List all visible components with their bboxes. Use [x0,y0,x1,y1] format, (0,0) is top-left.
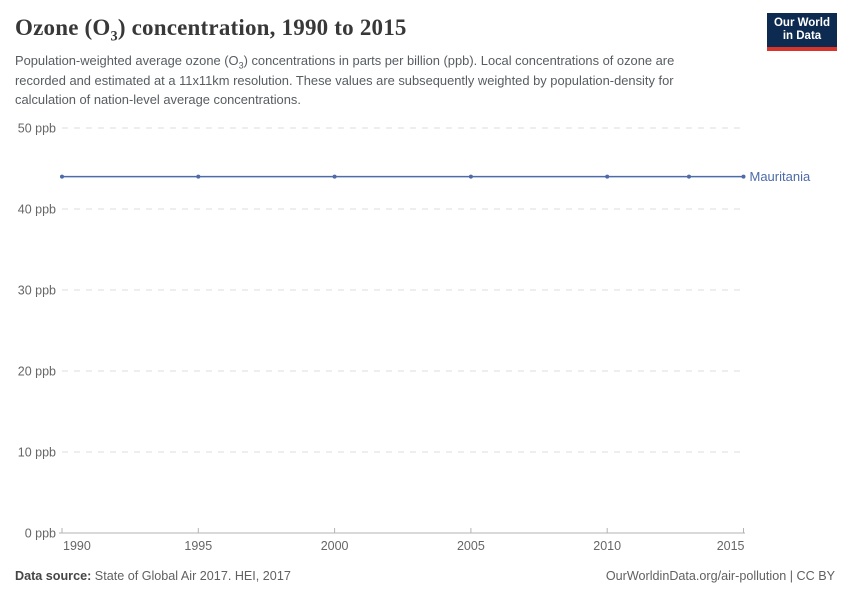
chart-subtitle-subscript: 3 [238,60,244,71]
data-point[interactable] [605,174,610,179]
y-tick-label: 30 ppb [18,284,56,298]
y-tick-label: 40 ppb [18,203,56,217]
data-point[interactable] [332,174,337,179]
y-tick-label: 10 ppb [18,446,56,460]
y-tick-label: 20 ppb [18,365,56,379]
chart-title-subscript: 3 [110,28,118,45]
owid-logo-line2: in Data [782,30,822,42]
data-source-label: Data source: [15,569,92,583]
data-point[interactable] [468,174,473,179]
x-tick-label: 2010 [593,539,621,553]
x-tick-label: 1990 [63,539,91,553]
chart-title: Ozone (O3) concentration, 1990 to 2015 [15,13,735,45]
chart-subtitle: Population-weighted average ozone (O3) c… [15,51,717,110]
license-note: OurWorldinData.org/air-pollution | CC BY [605,569,835,583]
series-mauritania[interactable]: Mauritania [60,169,811,184]
chart-subtitle-text: Population-weighted average ozone (O [15,53,239,68]
chart-title-text-2: ) concentration, 1990 to 2015 [117,15,407,40]
data-point[interactable] [686,174,691,179]
data-point[interactable] [741,174,746,179]
owid-logo-line1: Our World [773,17,830,29]
x-tick-label: 2005 [457,539,485,553]
data-point[interactable] [60,174,64,179]
data-source-note: Data source: State of Global Air 2017. H… [15,568,291,584]
series-label[interactable]: Mauritania [750,169,811,184]
data-source-text: State of Global Air 2017. HEI, 2017 [91,569,291,583]
y-tick-label: 0 ppb [25,527,56,541]
chart-subtitle-text-2: ) concentrations in parts per billion (p… [15,53,675,107]
chart-footer: Data source: State of Global Air 2017. H… [15,568,835,584]
y-tick-label: 50 ppb [18,122,56,136]
data-point[interactable] [196,174,201,179]
chart-title-text: Ozone (O [15,15,111,40]
owid-logo[interactable]: Our World in Data [767,13,837,51]
x-tick-label: 1995 [184,539,212,553]
x-tick-label: 2000 [321,539,349,553]
x-tick-label: 2015 [717,539,745,553]
